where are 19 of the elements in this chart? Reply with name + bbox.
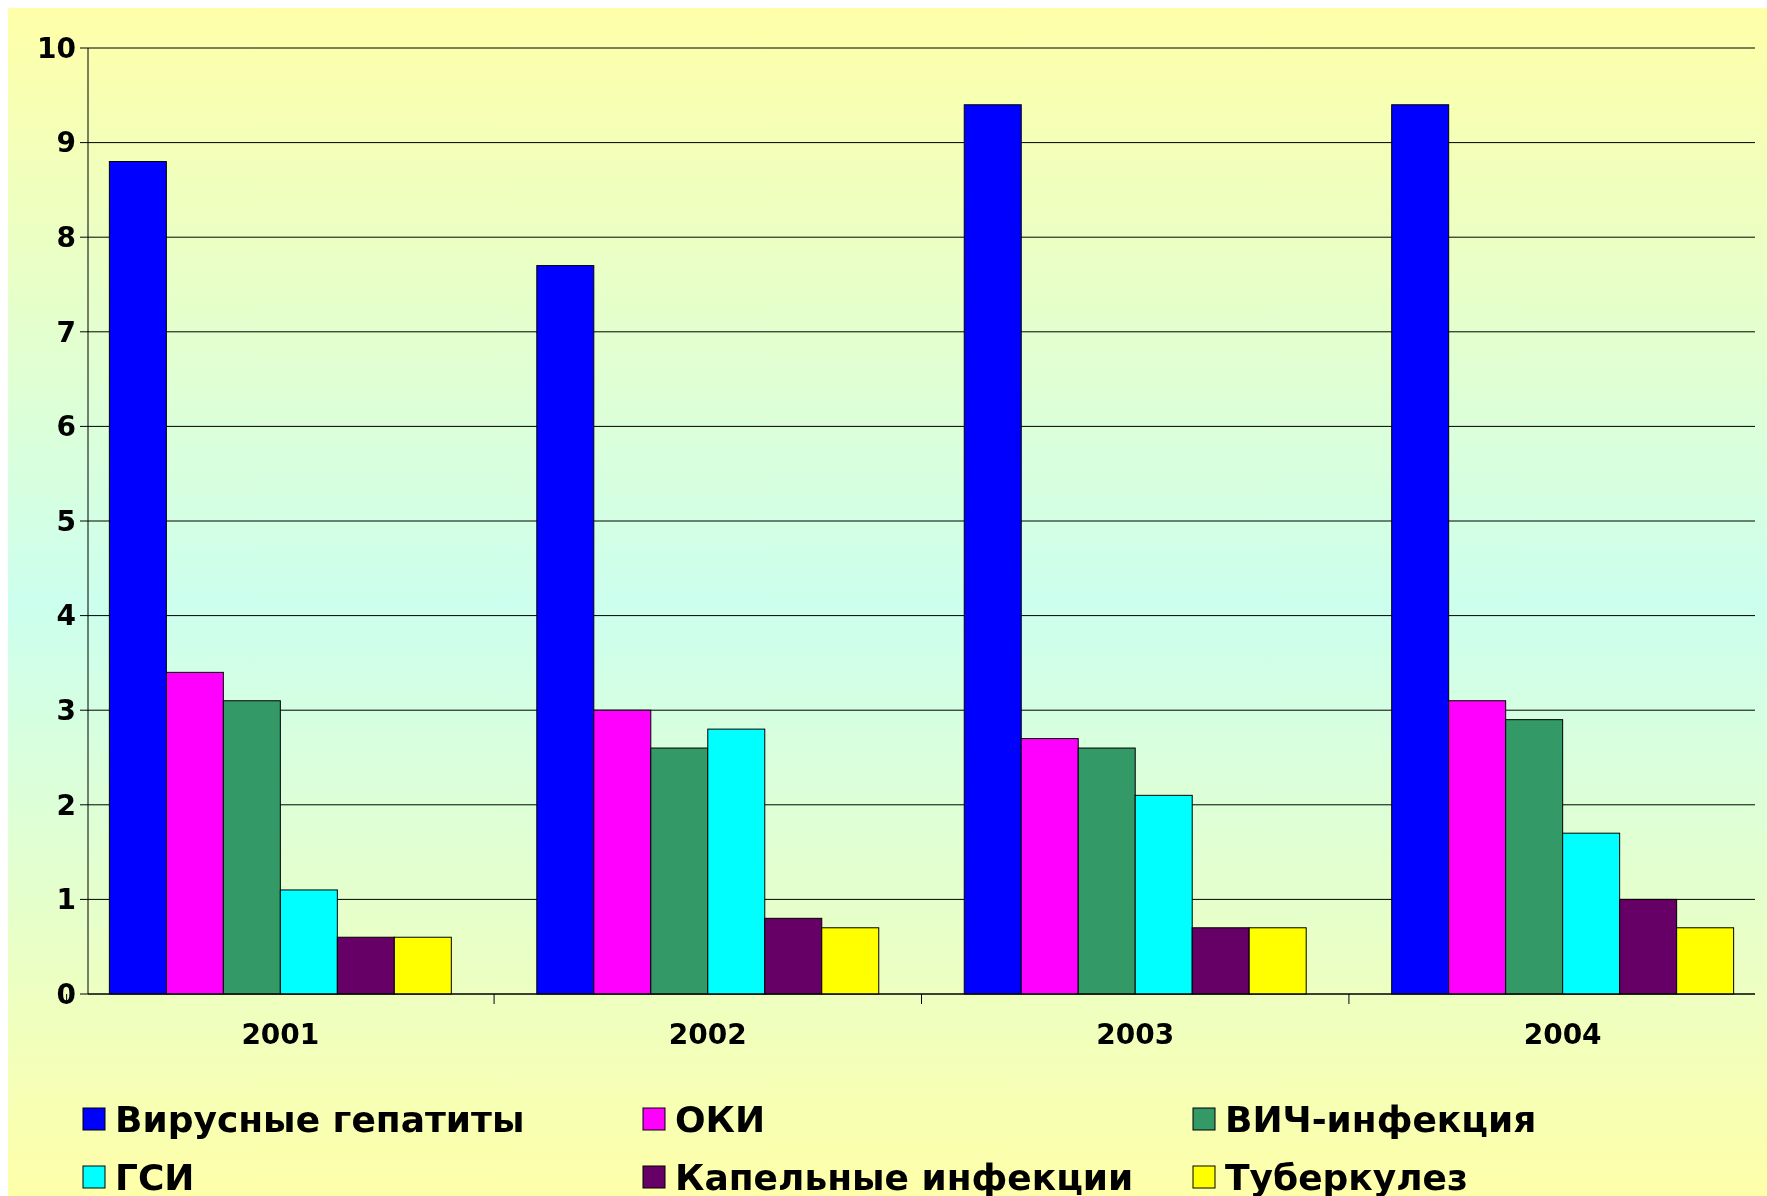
y-tick-label: 7 <box>56 315 76 349</box>
y-tick-label: 4 <box>56 599 76 633</box>
y-tick-label: 3 <box>56 694 76 727</box>
y-tick-label: 5 <box>56 504 76 538</box>
y-tick-label: 10 <box>37 31 76 65</box>
y-tick-label: 2 <box>56 788 76 822</box>
x-tick-label: 2001 <box>241 1018 320 1051</box>
y-tick-label: 1 <box>56 883 76 917</box>
legend-label: ГСИ <box>115 1156 195 1196</box>
x-tick-label: 2002 <box>668 1018 747 1051</box>
y-tick-label: 0 <box>56 977 76 1011</box>
y-tick-label: 8 <box>56 221 76 254</box>
y-tick-label: 9 <box>56 126 76 160</box>
legend-label: ВИЧ-инфекция <box>1225 1098 1537 1140</box>
x-tick-label: 2003 <box>1096 1018 1175 1051</box>
legend-label: Вирусные гепатиты <box>115 1098 525 1140</box>
y-tick-label: 6 <box>56 410 76 444</box>
legend-label: ОКИ <box>675 1098 766 1140</box>
x-tick-label: 2004 <box>1523 1018 1602 1051</box>
